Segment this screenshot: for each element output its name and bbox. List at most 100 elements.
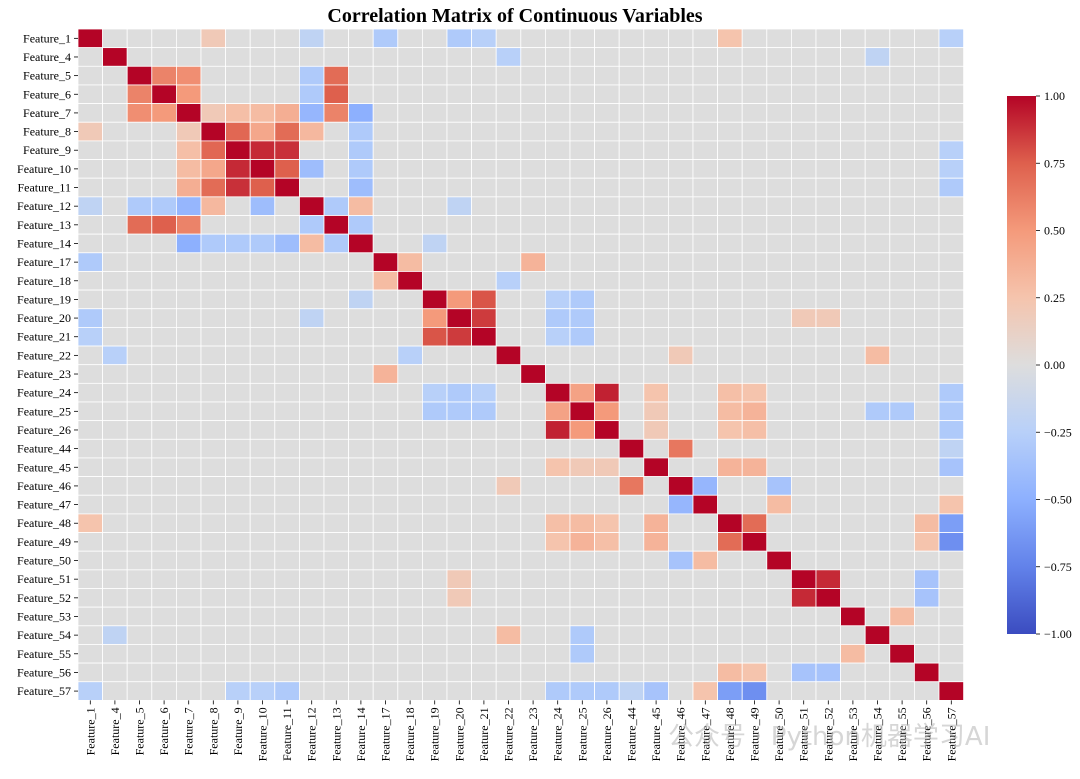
heatmap-cell xyxy=(175,103,202,123)
heatmap-cell xyxy=(495,588,522,608)
heatmap-cell xyxy=(175,65,202,86)
heatmap-cell xyxy=(274,271,300,291)
heatmap-cell xyxy=(421,271,448,291)
heatmap-cell xyxy=(864,438,891,459)
heatmap-cell xyxy=(520,364,546,384)
heatmap-cell xyxy=(692,681,719,701)
heatmap-cell xyxy=(717,233,743,254)
heatmap-cell xyxy=(348,588,374,608)
heatmap-cell xyxy=(372,401,399,422)
heatmap-cell xyxy=(249,438,276,459)
heatmap-cell xyxy=(864,644,891,664)
heatmap-cell xyxy=(840,457,866,478)
heatmap-cell xyxy=(323,532,350,552)
heatmap-cell xyxy=(249,326,276,347)
heatmap-cell xyxy=(766,644,792,664)
heatmap-cell xyxy=(323,588,350,608)
x-tick-label: Feature_54 xyxy=(871,707,885,761)
heatmap-cell xyxy=(668,569,694,589)
heatmap-cell xyxy=(692,271,719,291)
heatmap-cell xyxy=(126,457,153,478)
heatmap-cell xyxy=(643,457,669,478)
heatmap-cell xyxy=(520,644,546,664)
heatmap-cell xyxy=(175,326,202,347)
heatmap-cell xyxy=(569,177,596,198)
heatmap-cell xyxy=(717,550,743,571)
heatmap-cell xyxy=(766,382,792,403)
heatmap-cell xyxy=(348,196,374,216)
heatmap-cell xyxy=(815,121,842,142)
heatmap-cell xyxy=(766,438,792,459)
heatmap-cell xyxy=(200,644,227,664)
heatmap-cell xyxy=(717,401,743,422)
heatmap-cell xyxy=(938,681,965,701)
heatmap-cell xyxy=(151,84,177,104)
heatmap-cell xyxy=(717,103,743,123)
heatmap-cell xyxy=(151,457,177,478)
heatmap-cell xyxy=(77,569,104,589)
heatmap-cell xyxy=(471,420,497,440)
heatmap-cell xyxy=(520,289,546,310)
heatmap-cell xyxy=(274,177,300,198)
heatmap-cell xyxy=(200,662,227,683)
heatmap-cell xyxy=(889,140,915,160)
heatmap-cells xyxy=(77,28,965,701)
heatmap-cell xyxy=(495,103,522,123)
heatmap-cell xyxy=(77,532,104,552)
heatmap-cell xyxy=(446,457,473,478)
heatmap-cell xyxy=(151,326,177,347)
heatmap-cell xyxy=(766,159,792,179)
heatmap-cell xyxy=(200,382,227,403)
heatmap-cell xyxy=(545,65,571,86)
heatmap-cell xyxy=(840,47,866,67)
heatmap-cell xyxy=(889,364,915,384)
heatmap-cell xyxy=(864,140,891,160)
heatmap-cell xyxy=(495,606,522,627)
heatmap-cell xyxy=(889,271,915,291)
heatmap-cell xyxy=(298,103,325,123)
heatmap-cell xyxy=(914,457,940,478)
heatmap-cell xyxy=(618,420,645,440)
heatmap-cell xyxy=(840,140,866,160)
heatmap-cell xyxy=(618,588,645,608)
heatmap-cell xyxy=(397,28,423,49)
heatmap-cell xyxy=(348,65,374,86)
heatmap-cell xyxy=(225,662,251,683)
heatmap-cell xyxy=(348,476,374,496)
heatmap-cell xyxy=(569,588,596,608)
heatmap-cell xyxy=(446,271,473,291)
heatmap-cell xyxy=(569,84,596,104)
heatmap-cell xyxy=(717,457,743,478)
y-tick-label: Feature_26 xyxy=(17,423,71,437)
heatmap-cell xyxy=(692,401,719,422)
heatmap-cell xyxy=(889,233,915,254)
heatmap-cell xyxy=(520,494,546,515)
heatmap-cell xyxy=(274,513,300,533)
heatmap-cell xyxy=(643,233,669,254)
heatmap-cell xyxy=(938,644,965,664)
heatmap-cell xyxy=(495,364,522,384)
heatmap-cell xyxy=(766,140,792,160)
heatmap-cell xyxy=(741,140,768,160)
heatmap-cell xyxy=(840,662,866,683)
heatmap-cell xyxy=(938,420,965,440)
heatmap-cell xyxy=(717,364,743,384)
heatmap-cell xyxy=(815,271,842,291)
heatmap-cell xyxy=(495,438,522,459)
heatmap-cell xyxy=(274,401,300,422)
heatmap-cell xyxy=(545,84,571,104)
heatmap-cell xyxy=(692,345,719,366)
heatmap-cell xyxy=(446,401,473,422)
y-tick-label: Feature_21 xyxy=(17,330,71,344)
heatmap-cell xyxy=(815,326,842,347)
y-tick-label: Feature_53 xyxy=(17,609,71,623)
x-tick-label: Feature_13 xyxy=(329,707,343,761)
heatmap-cell xyxy=(766,252,792,272)
heatmap-cell xyxy=(840,215,866,235)
heatmap-cell xyxy=(864,233,891,254)
heatmap-cell xyxy=(397,513,423,533)
heatmap-cell xyxy=(791,476,817,496)
heatmap-cell xyxy=(889,65,915,86)
heatmap-cell xyxy=(249,401,276,422)
heatmap-cell xyxy=(741,28,768,49)
